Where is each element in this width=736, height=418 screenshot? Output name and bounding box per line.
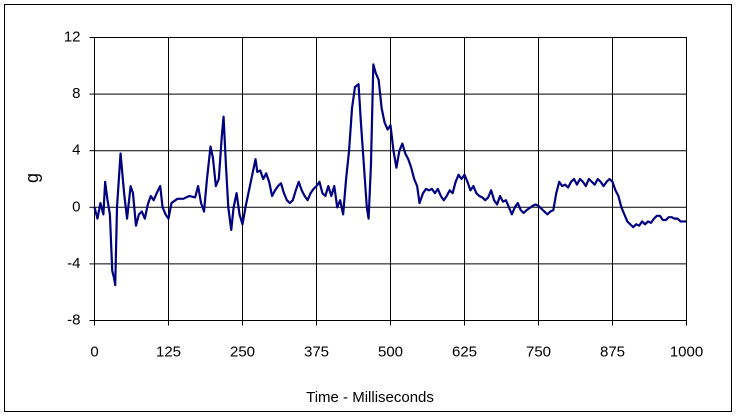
y-axis-label: g [22, 173, 42, 183]
y-tick-label: 0 [72, 198, 80, 215]
x-tick-label: 625 [452, 343, 477, 360]
x-tick-label: 375 [304, 343, 329, 360]
y-tick-label: 12 [64, 28, 81, 45]
x-tick-label: 875 [600, 343, 625, 360]
y-tick-label: -8 [67, 311, 80, 328]
x-tick-label: 125 [156, 343, 181, 360]
y-tick-label: 8 [72, 85, 80, 102]
x-tick-label: 250 [230, 343, 255, 360]
y-tick-label: -4 [67, 255, 80, 272]
x-axis-label: Time - Milliseconds [306, 389, 434, 406]
x-tick-label: 0 [90, 343, 98, 360]
data-line [93, 63, 687, 287]
x-tick-label: 1000 [670, 343, 703, 360]
y-tick-label: 4 [72, 142, 80, 159]
x-tick-label: 750 [526, 343, 551, 360]
x-tick-label: 500 [378, 343, 403, 360]
